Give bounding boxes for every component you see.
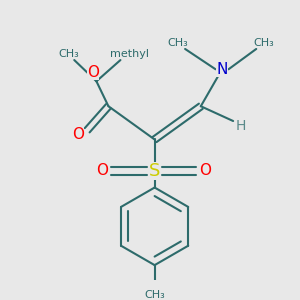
Text: CH₃: CH₃ xyxy=(253,38,274,48)
Text: S: S xyxy=(149,162,160,180)
Text: methyl: methyl xyxy=(110,49,149,58)
Text: O: O xyxy=(87,65,99,80)
Text: CH₃: CH₃ xyxy=(58,49,79,58)
Text: O: O xyxy=(72,128,84,142)
Text: N: N xyxy=(216,62,228,77)
Text: O: O xyxy=(200,164,211,178)
Text: H: H xyxy=(235,118,246,133)
Text: CH₃: CH₃ xyxy=(167,38,188,48)
Text: CH₃: CH₃ xyxy=(144,290,165,300)
Text: O: O xyxy=(96,164,108,178)
